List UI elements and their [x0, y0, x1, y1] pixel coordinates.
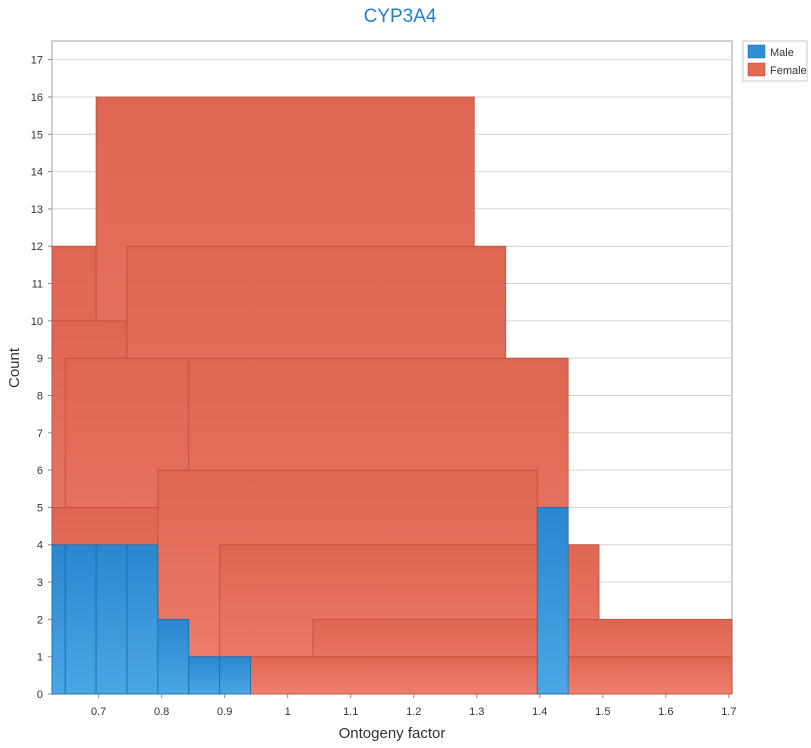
y-tick-label: 5	[37, 502, 43, 514]
x-tick-label: 1.2	[406, 706, 421, 718]
male-bar[interactable]	[95, 544, 128, 695]
legend-swatch-female	[747, 62, 766, 77]
y-tick-label: 7	[37, 428, 43, 440]
y-tick-label: 6	[37, 465, 43, 477]
male-bar[interactable]	[219, 656, 251, 695]
female-bar[interactable]	[250, 656, 733, 695]
male-bar[interactable]	[126, 544, 159, 695]
y-tick-label: 10	[31, 316, 43, 328]
y-tick-label: 3	[37, 577, 43, 589]
y-tick-label: 9	[37, 353, 43, 365]
x-tick-label: 1	[285, 706, 291, 718]
x-tick-label: 1.6	[658, 706, 673, 718]
male-bar[interactable]	[536, 507, 569, 695]
male-bar[interactable]	[188, 656, 221, 695]
y-tick-label: 17	[31, 55, 43, 67]
legend-swatch-male	[747, 44, 766, 59]
y-axis-label: Count	[6, 347, 23, 388]
y-tick-label: 15	[31, 129, 43, 141]
male-series	[51, 507, 569, 695]
x-tick-label: 1.1	[343, 706, 358, 718]
male-bar[interactable]	[64, 544, 97, 695]
x-tick-label: 1.7	[721, 706, 736, 718]
x-tick-label: 1.4	[532, 706, 547, 718]
y-tick-label: 0	[37, 689, 43, 701]
male-bar[interactable]	[157, 618, 190, 695]
chart-title: CYP3A4	[364, 6, 437, 27]
x-tick-label: 0.9	[217, 706, 232, 718]
y-tick-label: 11	[32, 279, 43, 291]
male-bar[interactable]	[51, 544, 66, 695]
y-tick-label: 14	[31, 167, 43, 179]
female-series	[51, 96, 733, 695]
x-axis-label: Ontogeny factor	[339, 725, 446, 742]
y-tick-label: 13	[31, 204, 43, 216]
x-tick-label: 0.8	[154, 706, 169, 718]
x-tick-label: 1.3	[469, 706, 484, 718]
y-tick-label: 4	[37, 540, 43, 552]
legend-label-female: Female	[770, 65, 807, 77]
x-axis-ticks: 0.7 0.8 0.9 1 1.1 1.2 1.3 1.4 1.5 1.6 1.7	[91, 694, 736, 718]
x-tick-label: 1.5	[595, 706, 610, 718]
y-tick-label: 8	[37, 390, 43, 402]
y-tick-label: 2	[37, 614, 43, 626]
x-tick-label: 0.7	[91, 706, 106, 718]
y-tick-label: 16	[31, 92, 43, 104]
legend[interactable]: Male Female	[742, 40, 808, 82]
y-tick-label: 1	[37, 652, 43, 664]
legend-label-male: Male	[770, 47, 794, 59]
y-tick-label: 12	[31, 241, 43, 253]
